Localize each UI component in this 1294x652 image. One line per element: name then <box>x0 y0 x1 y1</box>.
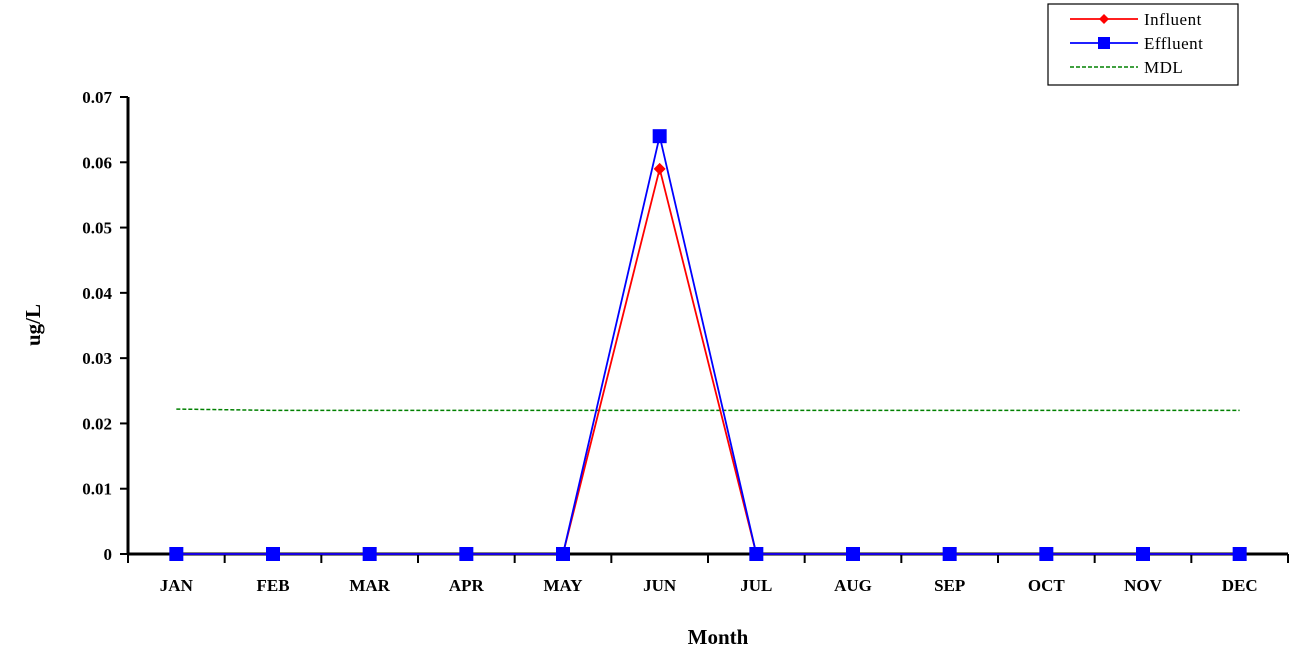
influent-point <box>653 162 666 175</box>
x-tick-label: NOV <box>1124 576 1163 595</box>
influent-series-line <box>176 168 1240 555</box>
legend-label-effluent: Effluent <box>1144 34 1203 53</box>
x-tick-label: MAY <box>543 576 582 595</box>
y-tick-label: 0 <box>104 545 113 564</box>
mdl-series-line <box>176 408 1240 412</box>
effluent-point <box>942 547 957 561</box>
x-tick-label: FEB <box>256 576 289 595</box>
y-tick-label: 0.07 <box>82 88 112 107</box>
legend: Influent Effluent MDL <box>1047 3 1239 86</box>
legend-marker-influent <box>1099 14 1109 24</box>
effluent-point <box>459 547 474 561</box>
y-tick-label: 0.03 <box>82 349 112 368</box>
legend-marker-effluent <box>1098 37 1110 49</box>
axes: 0 0.01 0.02 0.03 0.04 0.05 0.06 0.07 JAN FEB MAR AP… <box>82 88 1289 595</box>
x-tick-label: APR <box>449 576 485 595</box>
effluent-series-line <box>176 135 1240 555</box>
y-tick-label: 0.05 <box>82 219 112 238</box>
effluent-point <box>846 547 860 561</box>
x-tick-label: MAR <box>349 576 390 595</box>
x-tick-label: JUN <box>643 576 677 595</box>
x-tick-label: DEC <box>1222 576 1258 595</box>
x-tick-label: JAN <box>160 576 194 595</box>
y-tick-label: 0.06 <box>82 153 112 172</box>
legend-box <box>1047 3 1239 86</box>
effluent-point <box>362 547 377 561</box>
effluent-point <box>1039 547 1054 561</box>
effluent-point <box>1136 547 1150 561</box>
effluent-point <box>169 547 184 561</box>
x-axis-title: Month <box>688 625 749 649</box>
effluent-point <box>652 129 667 144</box>
y-tick-label: 0.02 <box>82 414 112 433</box>
legend-label-influent: Influent <box>1144 10 1202 29</box>
effluent-point <box>556 547 570 561</box>
x-tick-label: AUG <box>834 576 872 595</box>
x-tick-label: SEP <box>934 576 965 595</box>
effluent-point <box>749 547 764 561</box>
effluent-point <box>266 547 280 561</box>
effluent-point <box>1232 547 1247 561</box>
x-tick-label: JUL <box>740 576 772 595</box>
x-tick-label: OCT <box>1028 576 1066 595</box>
legend-label-mdl: MDL <box>1144 58 1183 77</box>
series-layer <box>169 129 1247 561</box>
y-tick-label: 0.01 <box>82 480 112 499</box>
y-tick-label: 0.04 <box>82 284 112 303</box>
y-axis-title: ug/L <box>21 304 45 346</box>
